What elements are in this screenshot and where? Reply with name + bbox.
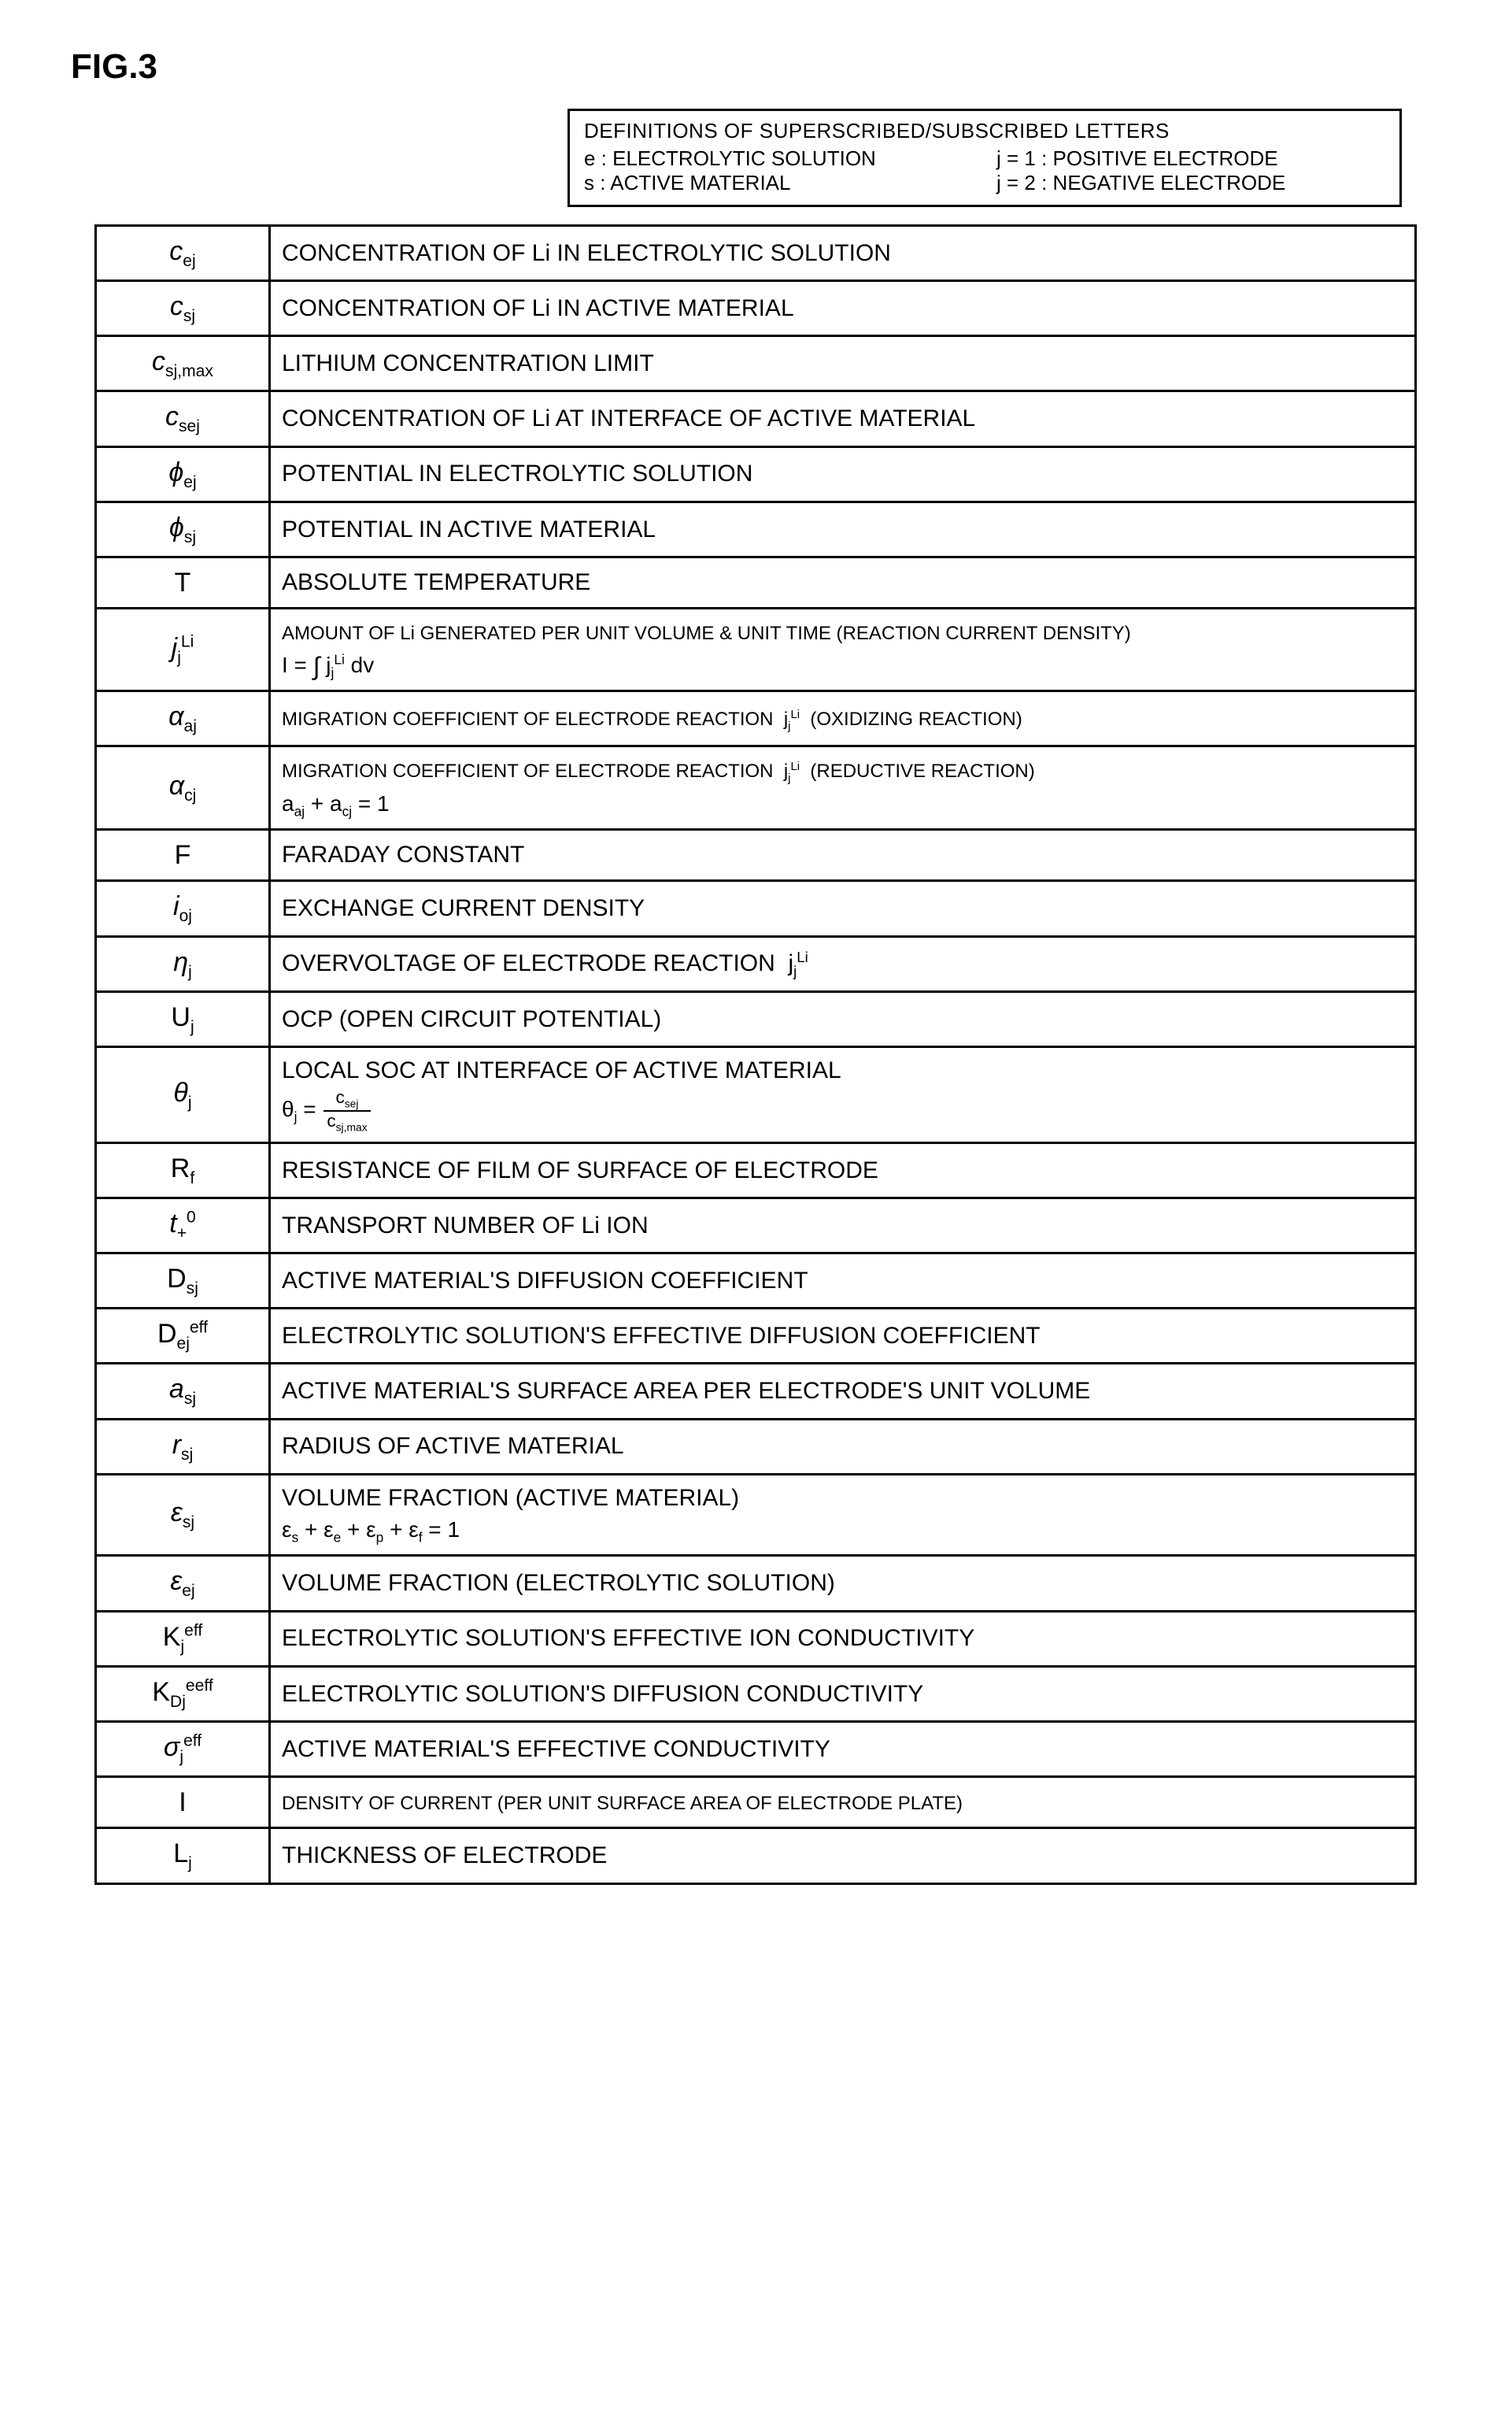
table-row: KjeffELECTROLYTIC SOLUTION'S EFFECTIVE I…	[96, 1611, 1416, 1666]
symbol-cell: Dsj	[96, 1253, 270, 1309]
legend-grid: e : ELECTROLYTIC SOLUTION j = 1 : POSITI…	[584, 146, 1385, 195]
figure-label: FIG.3	[71, 47, 1449, 87]
description-cell: RESISTANCE OF FILM OF SURFACE OF ELECTRO…	[270, 1142, 1416, 1198]
symbol-cell: csej	[96, 391, 270, 446]
table-row: csjCONCENTRATION OF Li IN ACTIVE MATERIA…	[96, 281, 1416, 336]
symbol-cell: csj,max	[96, 336, 270, 391]
table-row: αajMIGRATION COEFFICIENT OF ELECTRODE RE…	[96, 691, 1416, 746]
symbol-cell: F	[96, 829, 270, 881]
table-row: FFARADAY CONSTANT	[96, 829, 1416, 881]
symbol-cell: csj	[96, 281, 270, 336]
description-cell: ELECTROLYTIC SOLUTION'S EFFECTIVE ION CO…	[270, 1611, 1416, 1666]
table-row: DejeffELECTROLYTIC SOLUTION'S EFFECTIVE …	[96, 1309, 1416, 1364]
symbol-cell: αaj	[96, 691, 270, 746]
description-cell: FARADAY CONSTANT	[270, 829, 1416, 881]
symbol-cell: t+0	[96, 1198, 270, 1253]
description-cell: CONCENTRATION OF Li IN ACTIVE MATERIAL	[270, 281, 1416, 336]
symbol-cell: I	[96, 1776, 270, 1828]
table-row: cejCONCENTRATION OF Li IN ELECTROLYTIC S…	[96, 226, 1416, 281]
table-row: σjeffACTIVE MATERIAL'S EFFECTIVE CONDUCT…	[96, 1721, 1416, 1776]
table-row: asjACTIVE MATERIAL'S SURFACE AREA PER EL…	[96, 1364, 1416, 1419]
description-cell: MIGRATION COEFFICIENT OF ELECTRODE REACT…	[270, 691, 1416, 746]
description-cell: ELECTROLYTIC SOLUTION'S DIFFUSION CONDUC…	[270, 1666, 1416, 1721]
definitions-table: cejCONCENTRATION OF Li IN ELECTROLYTIC S…	[94, 224, 1417, 1885]
description-cell: LITHIUM CONCENTRATION LIMIT	[270, 336, 1416, 391]
description-cell: VOLUME FRACTION (ELECTROLYTIC SOLUTION)	[270, 1556, 1416, 1611]
symbol-cell: ϕsj	[96, 502, 270, 557]
description-cell: VOLUME FRACTION (ACTIVE MATERIAL)εs + εe…	[270, 1474, 1416, 1556]
description-cell: MIGRATION COEFFICIENT OF ELECTRODE REACT…	[270, 746, 1416, 830]
table-row: UjOCP (OPEN CIRCUIT POTENTIAL)	[96, 991, 1416, 1046]
symbol-cell: cej	[96, 226, 270, 281]
symbol-cell: εej	[96, 1556, 270, 1611]
symbol-cell: T	[96, 557, 270, 609]
description-cell: EXCHANGE CURRENT DENSITY	[270, 881, 1416, 936]
table-row: αcjMIGRATION COEFFICIENT OF ELECTRODE RE…	[96, 746, 1416, 830]
symbol-cell: σjeff	[96, 1721, 270, 1776]
description-cell: OVERVOLTAGE OF ELECTRODE REACTION jjLi	[270, 936, 1416, 991]
table-row: t+0TRANSPORT NUMBER OF Li ION	[96, 1198, 1416, 1253]
table-row: LjTHICKNESS OF ELECTRODE	[96, 1828, 1416, 1883]
table-row: jjLiAMOUNT OF Li GENERATED PER UNIT VOLU…	[96, 609, 1416, 691]
description-cell: ELECTROLYTIC SOLUTION'S EFFECTIVE DIFFUS…	[270, 1309, 1416, 1364]
description-cell: THICKNESS OF ELECTRODE	[270, 1828, 1416, 1883]
table-row: ϕejPOTENTIAL IN ELECTROLYTIC SOLUTION	[96, 446, 1416, 502]
symbol-cell: αcj	[96, 746, 270, 830]
symbol-cell: ioj	[96, 881, 270, 936]
table-row: εejVOLUME FRACTION (ELECTROLYTIC SOLUTIO…	[96, 1556, 1416, 1611]
symbol-cell: Dejeff	[96, 1309, 270, 1364]
symbol-cell: εsj	[96, 1474, 270, 1556]
description-cell: OCP (OPEN CIRCUIT POTENTIAL)	[270, 991, 1416, 1046]
legend-title: DEFINITIONS OF SUPERSCRIBED/SUBSCRIBED L…	[584, 119, 1385, 143]
table-row: RfRESISTANCE OF FILM OF SURFACE OF ELECT…	[96, 1142, 1416, 1198]
description-cell: TRANSPORT NUMBER OF Li ION	[270, 1198, 1416, 1253]
description-cell: POTENTIAL IN ACTIVE MATERIAL	[270, 502, 1416, 557]
table-row: TABSOLUTE TEMPERATURE	[96, 557, 1416, 609]
legend-box: DEFINITIONS OF SUPERSCRIBED/SUBSCRIBED L…	[567, 109, 1402, 207]
legend-item: j = 2 : NEGATIVE ELECTRODE	[996, 171, 1385, 195]
description-cell: LOCAL SOC AT INTERFACE OF ACTIVE MATERIA…	[270, 1046, 1416, 1142]
table-row: εsjVOLUME FRACTION (ACTIVE MATERIAL)εs +…	[96, 1474, 1416, 1556]
symbol-cell: ϕej	[96, 446, 270, 502]
symbol-cell: jjLi	[96, 609, 270, 691]
symbol-cell: ηj	[96, 936, 270, 991]
table-row: KDjeeffELECTROLYTIC SOLUTION'S DIFFUSION…	[96, 1666, 1416, 1721]
description-cell: CONCENTRATION OF Li AT INTERFACE OF ACTI…	[270, 391, 1416, 446]
description-cell: POTENTIAL IN ELECTROLYTIC SOLUTION	[270, 446, 1416, 502]
table-row: IDENSITY OF CURRENT (PER UNIT SURFACE AR…	[96, 1776, 1416, 1828]
symbol-cell: Lj	[96, 1828, 270, 1883]
description-cell: ABSOLUTE TEMPERATURE	[270, 557, 1416, 609]
table-row: iojEXCHANGE CURRENT DENSITY	[96, 881, 1416, 936]
table-row: csejCONCENTRATION OF Li AT INTERFACE OF …	[96, 391, 1416, 446]
legend-item: s : ACTIVE MATERIAL	[584, 171, 973, 195]
legend-item: j = 1 : POSITIVE ELECTRODE	[996, 146, 1385, 171]
symbol-cell: rsj	[96, 1419, 270, 1474]
symbol-cell: asj	[96, 1364, 270, 1419]
table-row: θjLOCAL SOC AT INTERFACE OF ACTIVE MATER…	[96, 1046, 1416, 1142]
description-cell: AMOUNT OF Li GENERATED PER UNIT VOLUME &…	[270, 609, 1416, 691]
description-cell: ACTIVE MATERIAL'S SURFACE AREA PER ELECT…	[270, 1364, 1416, 1419]
description-cell: ACTIVE MATERIAL'S DIFFUSION COEFFICIENT	[270, 1253, 1416, 1309]
table-row: ηjOVERVOLTAGE OF ELECTRODE REACTION jjLi	[96, 936, 1416, 991]
table-row: csj,maxLITHIUM CONCENTRATION LIMIT	[96, 336, 1416, 391]
description-cell: RADIUS OF ACTIVE MATERIAL	[270, 1419, 1416, 1474]
symbol-cell: KDjeeff	[96, 1666, 270, 1721]
symbol-cell: Uj	[96, 991, 270, 1046]
table-row: ϕsjPOTENTIAL IN ACTIVE MATERIAL	[96, 502, 1416, 557]
table-row: DsjACTIVE MATERIAL'S DIFFUSION COEFFICIE…	[96, 1253, 1416, 1309]
table-row: rsjRADIUS OF ACTIVE MATERIAL	[96, 1419, 1416, 1474]
symbol-cell: θj	[96, 1046, 270, 1142]
description-cell: DENSITY OF CURRENT (PER UNIT SURFACE ARE…	[270, 1776, 1416, 1828]
description-cell: CONCENTRATION OF Li IN ELECTROLYTIC SOLU…	[270, 226, 1416, 281]
legend-item: e : ELECTROLYTIC SOLUTION	[584, 146, 973, 171]
symbol-cell: Kjeff	[96, 1611, 270, 1666]
description-cell: ACTIVE MATERIAL'S EFFECTIVE CONDUCTIVITY	[270, 1721, 1416, 1776]
symbol-cell: Rf	[96, 1142, 270, 1198]
